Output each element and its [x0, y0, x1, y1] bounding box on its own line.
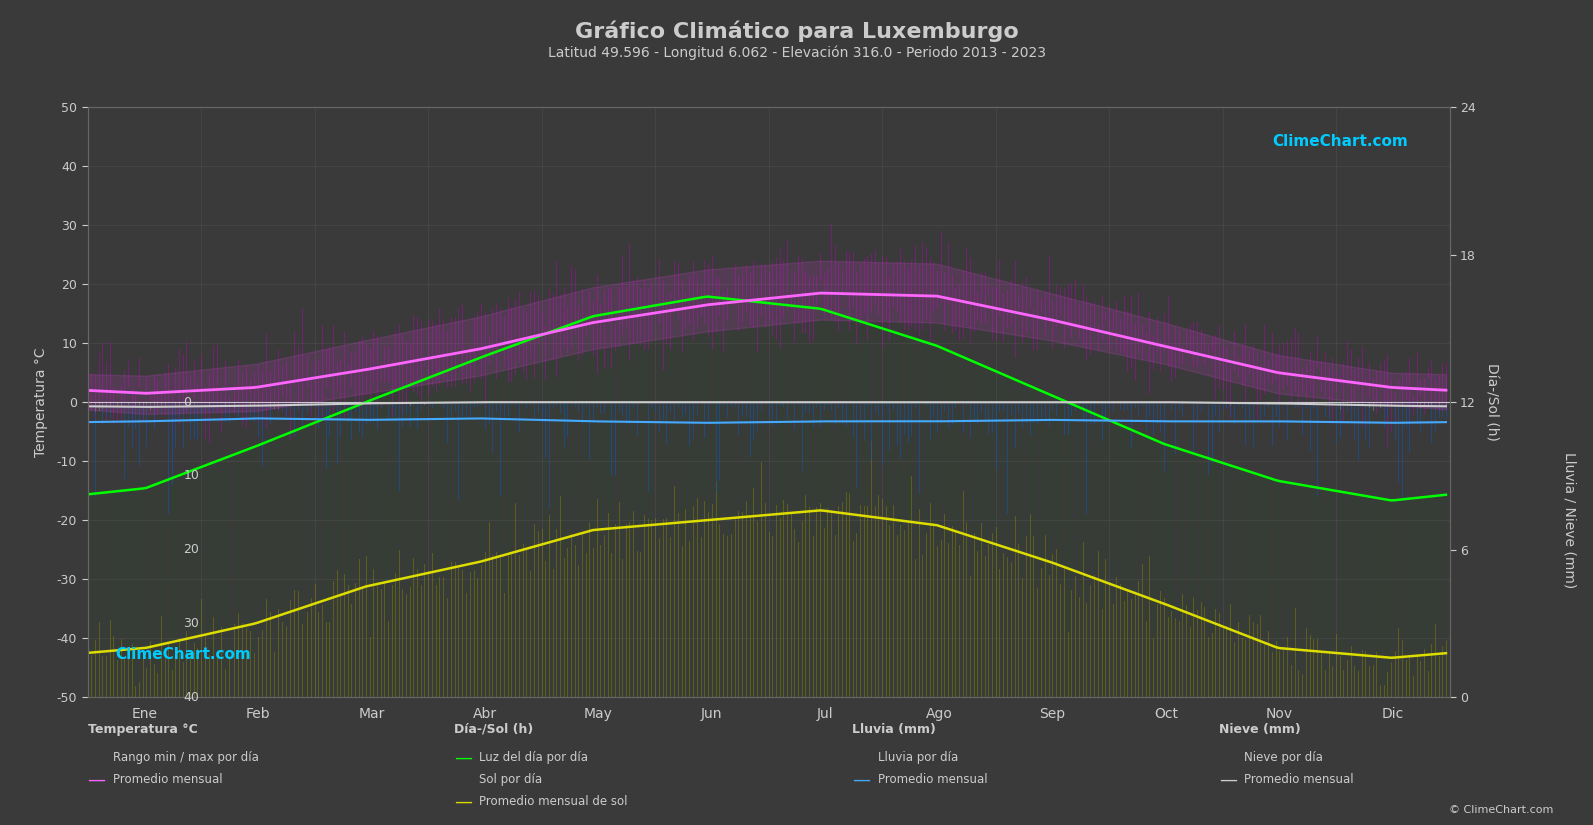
Text: 30: 30 [183, 617, 199, 630]
Text: 0: 0 [183, 396, 191, 408]
Text: —: — [1219, 771, 1236, 789]
Text: —: — [852, 771, 870, 789]
Text: Nieve por día: Nieve por día [1244, 751, 1324, 764]
Text: Rango min / max por día: Rango min / max por día [113, 751, 260, 764]
Text: Promedio mensual: Promedio mensual [1244, 773, 1354, 786]
Text: ClimeChart.com: ClimeChart.com [115, 647, 250, 662]
Text: —: — [88, 771, 105, 789]
Text: Nieve (mm): Nieve (mm) [1219, 723, 1300, 736]
Text: Día-/Sol (h): Día-/Sol (h) [454, 723, 534, 736]
Text: Lluvia por día: Lluvia por día [878, 751, 957, 764]
Text: Promedio mensual: Promedio mensual [878, 773, 988, 786]
Text: Promedio mensual: Promedio mensual [113, 773, 223, 786]
Text: Lluvia (mm): Lluvia (mm) [852, 723, 937, 736]
Text: 10: 10 [183, 469, 199, 483]
Text: Sol por día: Sol por día [479, 773, 543, 786]
Text: Temperatura °C: Temperatura °C [88, 723, 198, 736]
Text: —: — [454, 793, 472, 811]
Text: Gráfico Climático para Luxemburgo: Gráfico Climático para Luxemburgo [575, 21, 1018, 42]
Text: Latitud 49.596 - Longitud 6.062 - Elevación 316.0 - Periodo 2013 - 2023: Latitud 49.596 - Longitud 6.062 - Elevac… [548, 45, 1045, 60]
Y-axis label: Temperatura °C: Temperatura °C [35, 347, 48, 457]
Text: ClimeChart.com: ClimeChart.com [1273, 134, 1408, 148]
Text: 20: 20 [183, 543, 199, 556]
Text: —: — [454, 748, 472, 766]
Text: Luz del día por día: Luz del día por día [479, 751, 588, 764]
Text: 40: 40 [183, 691, 199, 704]
Text: Promedio mensual de sol: Promedio mensual de sol [479, 795, 628, 808]
Text: © ClimeChart.com: © ClimeChart.com [1448, 805, 1553, 815]
Y-axis label: Día-/Sol (h): Día-/Sol (h) [1485, 363, 1499, 441]
Text: Lluvia / Nieve (mm): Lluvia / Nieve (mm) [1563, 451, 1575, 588]
